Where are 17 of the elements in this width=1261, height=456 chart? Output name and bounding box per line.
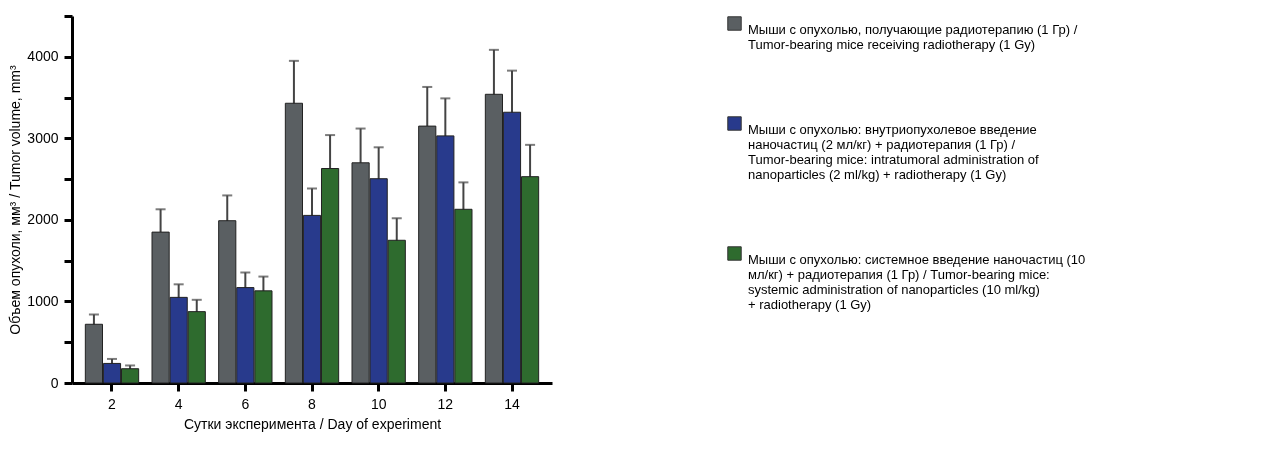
x-axis-title: Сутки эксперимента / Day of experiment [183,415,442,432]
legend-label: Мыши с опухолью: системное введение наночастиц (10 мл/кг) + радиотерапия (1 Гр) / Tumor-bearing mice: systemic administration of nanoparticles (10 ml/kg) + radiotherapy (1 Gy) [748,251,1086,312]
x-tick-label: 8 [308,395,317,412]
y-tick-label: 2000 [27,211,59,228]
legend-label: Мыши с опухолью: внутриопухолевое введение наночастиц (2 мл/кг) + радиотерапия (1 Гр) / Tumor-bearing mice: intratumoral administration of nanoparticles (2 ml/kg) + radiotherapy (1 Gy) [748,121,1040,182]
y-tick-label: 3000 [27,129,59,146]
y-tick-label: 1000 [27,292,59,309]
legend-label: Мыши с опухолью, получающие радиотерапию (1 Гр) / Tumor-bearing mice receiving radiotherapy (1 Gy) [748,21,1078,52]
y-tick-label: 0 [50,374,59,391]
x-tick-label: 2 [108,395,117,412]
x-tick-label: 10 [370,395,387,412]
x-tick-label: 12 [437,395,454,412]
x-tick-label: 14 [504,395,520,412]
x-tick-label: 4 [174,395,183,412]
x-tick-label: 6 [241,395,250,412]
y-axis-title: Объем опухоли, мм³ / Tumor volume, mm³ [7,65,24,335]
y-tick-label: 4000 [27,48,59,65]
